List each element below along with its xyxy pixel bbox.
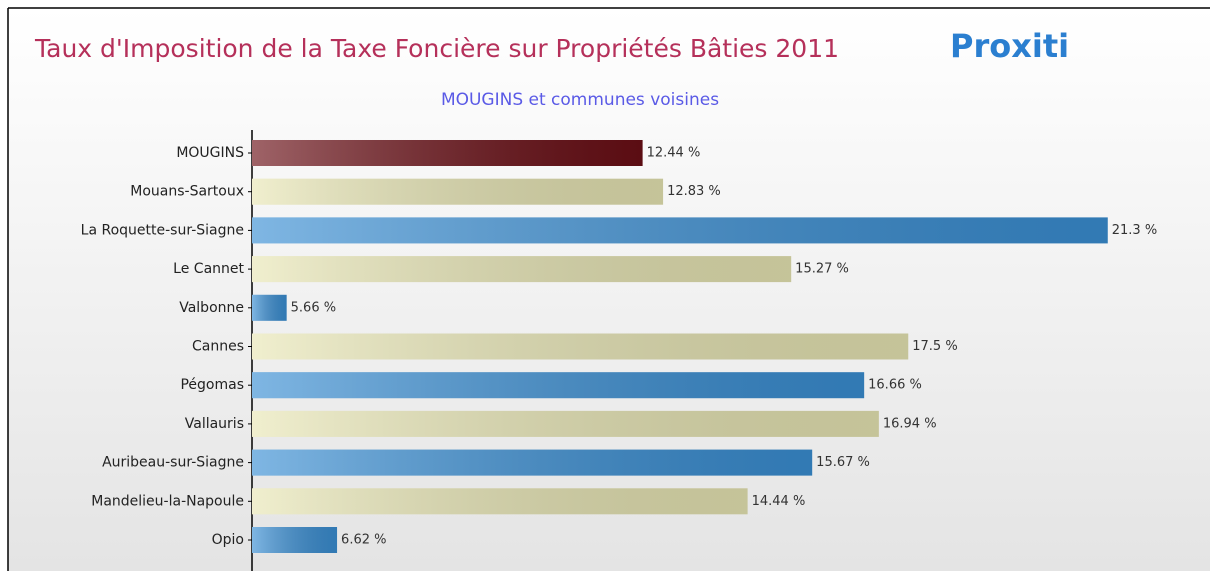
- y-tick-label: Vallauris: [185, 416, 244, 432]
- chart-title: Taux d'Imposition de la Taxe Foncière su…: [34, 34, 839, 63]
- bar-shade: [252, 294, 287, 321]
- y-tick-label: Auribeau-sur-Siagne: [102, 455, 244, 471]
- chart-subtitle: MOUGINS et communes voisines: [441, 90, 719, 110]
- y-tick-label: Mandelieu-la-Napoule: [91, 493, 244, 509]
- bar-shade: [252, 178, 664, 205]
- y-tick-label: Opio: [212, 532, 244, 548]
- bar-shade: [252, 488, 748, 515]
- bar-shade: [252, 410, 879, 437]
- value-label: 12.83 %: [667, 184, 721, 199]
- value-label: 21.3 %: [1112, 223, 1157, 238]
- value-label: 16.66 %: [868, 378, 922, 393]
- bar-shade: [252, 217, 1108, 244]
- value-label: 6.62 %: [341, 533, 386, 548]
- bar-shade: [252, 527, 338, 553]
- bar-shade: [252, 256, 792, 283]
- y-tick-label: Valbonne: [179, 300, 244, 316]
- y-tick-label: Pégomas: [180, 377, 244, 393]
- value-label: 16.94 %: [883, 416, 937, 431]
- value-label: 14.44 %: [752, 494, 806, 509]
- y-tick-label: Le Cannet: [173, 261, 244, 277]
- y-tick-label: Cannes: [192, 339, 244, 355]
- background: [8, 8, 1210, 571]
- bar-shade: [252, 333, 909, 360]
- value-label: 5.66 %: [291, 300, 336, 315]
- bar-shade: [252, 372, 865, 399]
- logo: Proxiti: [950, 27, 1069, 65]
- value-label: 17.5 %: [912, 339, 957, 354]
- y-tick-label: MOUGINS: [176, 145, 244, 161]
- value-label: 12.44 %: [647, 146, 701, 161]
- value-label: 15.27 %: [795, 262, 849, 277]
- bar-shade: [252, 449, 813, 476]
- bar-shade: [252, 140, 643, 166]
- y-tick-label: Mouans-Sartoux: [130, 184, 244, 200]
- value-label: 15.67 %: [816, 455, 870, 470]
- y-tick-label: La Roquette-sur-Siagne: [81, 222, 244, 238]
